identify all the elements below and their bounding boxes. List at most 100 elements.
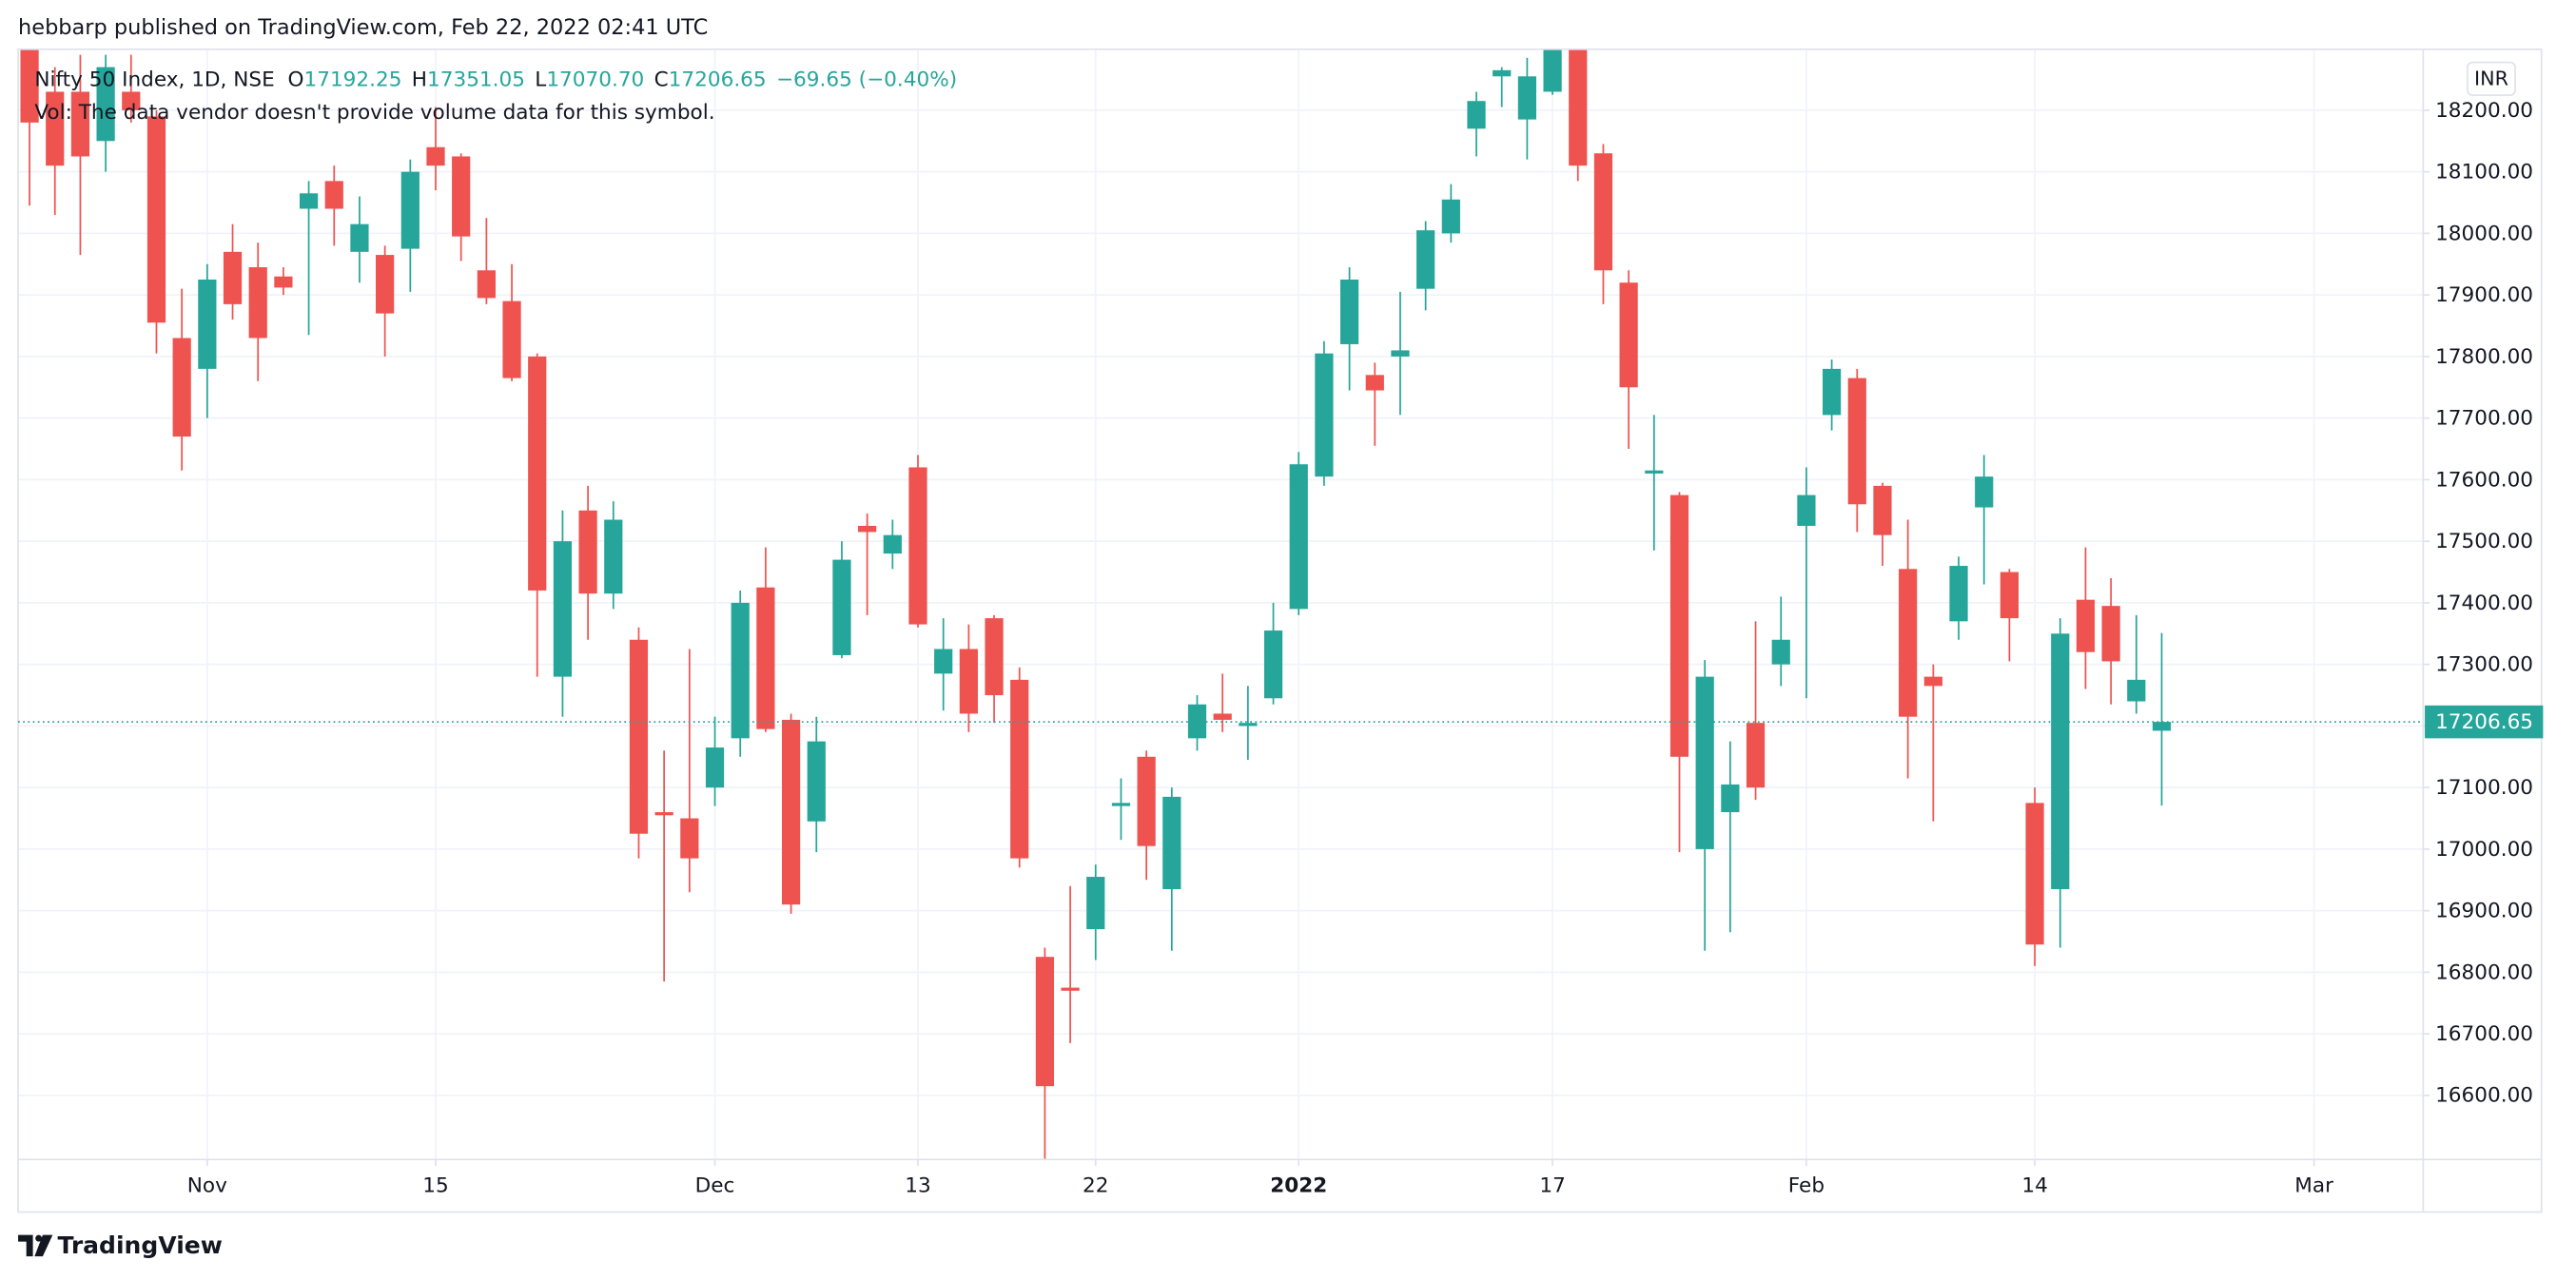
- attribution: hebbarp published on TradingView.com, Fe…: [18, 15, 708, 40]
- candle-body: [1213, 713, 1232, 720]
- candle-body: [959, 649, 978, 714]
- candle-body: [1543, 48, 1562, 92]
- x-tick-label: 15: [422, 1174, 448, 1198]
- candle-body: [1263, 630, 1283, 699]
- candle-body: [528, 356, 547, 591]
- candle-body: [1416, 230, 1435, 289]
- y-tick-label: 17000.00: [2435, 838, 2533, 862]
- candle-body: [553, 541, 573, 677]
- candle-body: [1111, 803, 1131, 806]
- y-tick-label: 17500.00: [2435, 530, 2533, 553]
- candle-body: [858, 525, 877, 533]
- candle-body: [1365, 375, 1384, 391]
- candle-body: [1493, 69, 1512, 77]
- candle-body: [1949, 566, 1968, 622]
- x-tick-label: 14: [2021, 1174, 2047, 1198]
- y-tick-label: 17300.00: [2435, 653, 2533, 677]
- candle-body: [756, 587, 775, 729]
- candle-body: [680, 818, 699, 859]
- high-value: 17351.05: [427, 68, 525, 92]
- candle-body: [70, 91, 90, 157]
- x-tick-label: 13: [905, 1174, 930, 1198]
- candle-body: [1923, 676, 1942, 687]
- currency[interactable]: INR: [2474, 68, 2508, 90]
- candle-body: [2025, 803, 2044, 945]
- candles: [20, 48, 2172, 1160]
- candle-body: [1289, 464, 1308, 610]
- candle-body: [2051, 633, 2070, 889]
- candle-body: [934, 649, 953, 674]
- candle-body: [299, 193, 319, 209]
- candle-body: [324, 181, 343, 209]
- open-label: O: [288, 68, 304, 92]
- brand[interactable]: TradingView: [57, 1232, 222, 1259]
- candle-body: [2127, 679, 2146, 702]
- volume-note: Vol: The data vendor doesn't provide vol…: [34, 101, 714, 125]
- symbol: Nifty 50 Index, 1D, NSE: [34, 68, 274, 92]
- candle-body: [1771, 639, 1790, 665]
- candle-body: [1162, 796, 1181, 889]
- candle-body: [1847, 378, 1866, 505]
- last-price-badge: [2425, 705, 2544, 739]
- low-label: L: [535, 68, 546, 92]
- change-value: −69.65 (−0.40%): [776, 68, 957, 92]
- candle-body: [1137, 756, 1156, 846]
- candle-body: [426, 146, 445, 166]
- candle-body: [1593, 153, 1613, 271]
- x-tick-label: 17: [1539, 1174, 1565, 1198]
- x-tick-label: 2022: [1270, 1174, 1327, 1198]
- candle-body: [146, 116, 166, 323]
- y-tick-label: 17400.00: [2435, 592, 2533, 615]
- x-tick-label: Mar: [2294, 1174, 2333, 1198]
- candle-body: [781, 719, 801, 905]
- candle-body: [578, 510, 597, 594]
- currency-box[interactable]: [2467, 61, 2516, 97]
- candle-body: [122, 91, 141, 110]
- candle-body: [832, 559, 851, 655]
- candle-body: [1467, 101, 1486, 129]
- x-tick-label: Dec: [695, 1174, 735, 1198]
- candle-body: [1569, 48, 1588, 166]
- y-tick-label: 17700.00: [2435, 407, 2533, 431]
- y-tick-label: 18000.00: [2435, 222, 2533, 245]
- candle-body: [731, 602, 750, 739]
- candle-body: [1010, 679, 1029, 859]
- candle-body: [1239, 723, 1258, 727]
- logo[interactable]: [18, 1234, 53, 1257]
- high-label: H: [412, 68, 427, 92]
- candle-body: [1797, 495, 1816, 526]
- candle-body: [1340, 279, 1359, 344]
- candle-body: [96, 67, 115, 142]
- candle-body: [1035, 957, 1055, 1087]
- candle-body: [1899, 569, 1918, 717]
- candle-body: [1695, 676, 1714, 849]
- y-tick-label: 16900.00: [2435, 900, 2533, 923]
- candle-body: [604, 519, 623, 594]
- candle-body: [477, 270, 496, 299]
- y-tick-label: 16700.00: [2435, 1022, 2533, 1046]
- candle-body: [20, 48, 39, 123]
- candle-body: [1645, 470, 1664, 474]
- candle-body: [629, 639, 649, 834]
- candle-body: [46, 91, 65, 166]
- candle-body: [1746, 723, 1766, 788]
- candle-body: [502, 301, 521, 378]
- candle-body: [376, 255, 395, 314]
- candle-body: [1061, 987, 1080, 991]
- candle-body: [908, 467, 927, 625]
- candle-body: [172, 338, 191, 437]
- y-tick-label: 17800.00: [2435, 345, 2533, 369]
- candle-body: [400, 171, 420, 249]
- x-tick-label: Feb: [1788, 1174, 1825, 1198]
- y-tick-label: 17600.00: [2435, 468, 2533, 492]
- legend: Nifty 50 Index, 1D, NSE O17192.25 H17351…: [34, 68, 957, 92]
- price-axis: 16600.00 16700.00 16800.00 16900.00 17000.00…: [2423, 99, 2533, 1108]
- candle-body: [1086, 877, 1105, 930]
- candle-body: [350, 223, 369, 252]
- y-tick-label: 18200.00: [2435, 99, 2533, 123]
- candle-body: [985, 618, 1004, 696]
- candle-body: [1669, 495, 1689, 757]
- open-value: 17192.25: [303, 68, 401, 92]
